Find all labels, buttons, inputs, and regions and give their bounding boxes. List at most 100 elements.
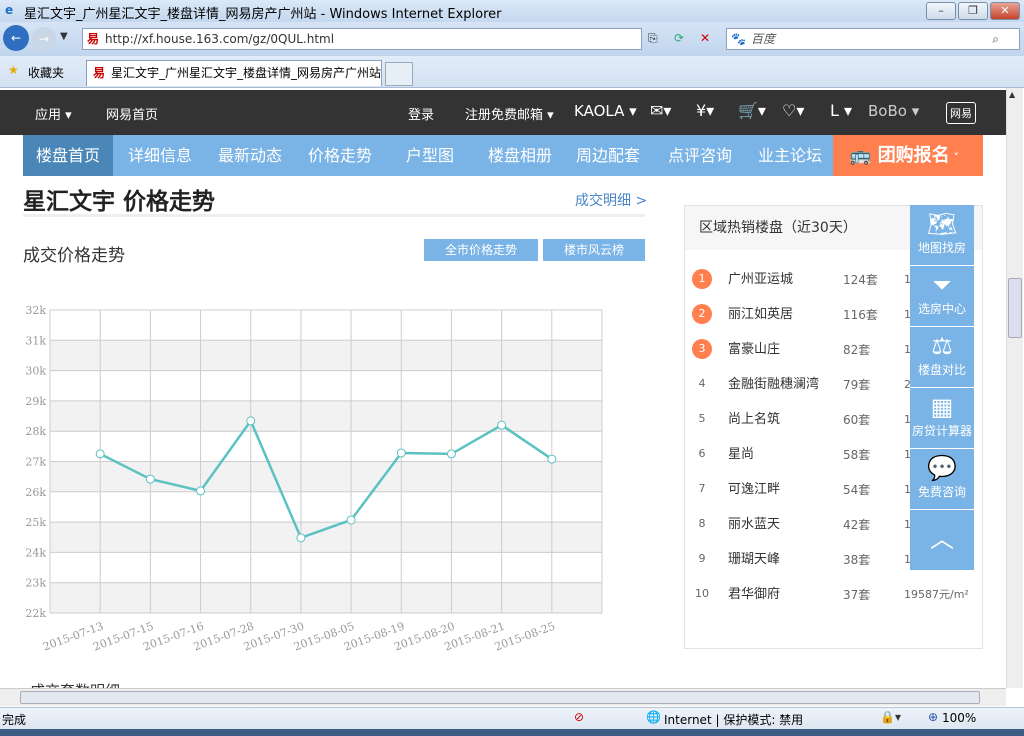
minimize-button[interactable]: – [926,2,956,20]
float-label: 选房中心 [917,302,966,316]
data-point [396,448,406,458]
group-buy-button[interactable]: 🚌 团购报名 ˅ [833,135,983,176]
login-link[interactable]: 登录 [408,108,435,123]
nav-item[interactable]: 价格走势 [308,146,373,165]
cart-icon[interactable]: 🛒▾ [738,101,766,120]
window-title: 星汇文宇_广州星汇文宇_楼盘详情_网易房产广州站 - Windows Inter… [24,7,502,22]
chat-icon: 💬 [927,454,957,482]
refresh-icon[interactable]: ⟳ [674,31,685,45]
property-name[interactable]: 珊瑚天峰 [728,552,781,567]
zoom-level[interactable]: 100% [942,711,977,725]
price-line [99,418,553,540]
avg-price: 2 [904,378,911,391]
property-name[interactable]: 富豪山庄 [728,342,781,357]
history-dropdown-icon[interactable]: ▼ [60,31,68,42]
float-label: 楼盘对比 [917,363,966,377]
mail-icon[interactable]: ✉▾ [650,101,672,120]
nav-item[interactable]: 周边配套 [576,146,641,165]
ranking-row[interactable]: 3 富豪山庄 82套 1 [685,335,984,365]
float-funnel-button[interactable]: ⏷ 选房中心 [910,266,974,326]
close-button[interactable]: ✕ [990,2,1020,20]
property-name[interactable]: 可逸江畔 [728,482,781,497]
property-name[interactable]: 丽江如英居 [728,307,794,322]
data-point [446,449,456,459]
maximize-button[interactable]: ❐ [958,2,988,20]
browser-tab[interactable]: 易星汇文宇_广州星汇文宇_楼盘详情_网易房产广州站 [86,60,382,86]
new-tab-button[interactable] [385,62,413,86]
property-name[interactable]: 广州亚运城 [728,272,794,287]
avg-price: 1 [904,448,911,461]
property-name[interactable]: 星尚 [728,447,755,462]
vertical-scrollbar[interactable]: ▲ [1006,88,1023,688]
property-name[interactable]: 金融街融穗澜湾 [728,377,820,392]
property-name[interactable]: 君华御府 [728,587,781,602]
scroll-up-arrow[interactable]: ▲ [1009,90,1016,99]
nav-item[interactable]: 业主论坛 [758,146,823,165]
mobile-icon[interactable]: 网易 [946,102,976,124]
kaola-link[interactable]: KAOLA ▾ [574,102,637,120]
back-button[interactable]: ← [3,25,29,51]
nav-item[interactable]: 楼盘首页 [23,135,114,176]
protected-mode-icon[interactable]: 🔒▾ [880,710,901,724]
ranking-row[interactable]: 6 星尚 58套 1 [685,440,984,470]
avg-price: 1 [904,518,911,531]
sales-count: 38套 [843,553,871,567]
hscroll-thumb[interactable] [20,691,980,704]
float-chat-button[interactable]: 💬 免费咨询 [910,449,974,509]
float-label: 地图找房 [917,241,966,255]
compat-view-icon[interactable]: ⎘ [648,31,658,45]
ranking-row[interactable]: 1 广州亚运城 124套 1 [685,265,984,295]
calculator-icon: ▦ [930,393,954,421]
data-point [497,420,507,430]
apps-menu[interactable]: 应用 ▾ [35,108,72,123]
avg-price: 1 [904,483,911,496]
float-back-to-top-button[interactable]: ︿ [910,510,974,570]
float-scale-button[interactable]: ⚖ 楼盘对比 [910,327,974,387]
rank-number: 6 [698,447,706,460]
float-calculator-button[interactable]: ▦ 房贷计算器 [910,388,974,448]
scrollbar-thumb[interactable] [1008,278,1022,338]
page-title: 星汇文宇 价格走势 [23,189,216,215]
market-ranking-button[interactable]: 楼市风云榜 [543,239,645,261]
property-name[interactable]: 丽水蓝天 [728,517,781,532]
l-link[interactable]: L ▾ [830,101,853,120]
deal-detail-link[interactable]: 成交明细 > [575,193,648,209]
search-icon[interactable]: ⌕ [992,32,999,46]
search-placeholder: 百度 [751,32,776,46]
netease-home-link[interactable]: 网易首页 [106,108,159,123]
y-tick-label: 31k [25,334,46,347]
property-name[interactable]: 尚上名筑 [728,412,781,427]
nav-item[interactable]: 点评咨询 [668,146,733,165]
search-input[interactable]: 🐾 百度 ⌕ [726,28,1020,50]
stop-icon[interactable]: ✕ [700,31,711,45]
nav-item[interactable]: 户型图 [406,146,455,165]
popup-blocker-icon[interactable]: ⊘ [574,710,585,724]
ranking-row[interactable]: 4 金融街融穗澜湾 79套 2 [685,370,984,400]
address-bar[interactable]: 易 http://xf.house.163.com/gz/0QUL.html [82,28,642,50]
ranking-row[interactable]: 8 丽水蓝天 42套 1 [685,510,984,540]
forward-button[interactable]: → [32,27,56,51]
rank-number: 8 [698,517,706,530]
ranking-row[interactable]: 10 君华御府 37套 19587元/m² [685,580,984,610]
y-tick-label: 25k [25,516,46,529]
ranking-row[interactable]: 2 丽江如英居 116套 1 [685,300,984,330]
love-icon[interactable]: ♡▾ [782,101,805,120]
float-label: 房贷计算器 [911,424,972,438]
group-buy-label: 团购报名 [877,145,950,166]
ranking-row[interactable]: 5 尚上名筑 60套 1 [685,405,984,435]
nav-item[interactable]: 楼盘相册 [488,146,553,165]
bobo-link[interactable]: BoBo ▾ [868,102,920,120]
nav-item[interactable]: 最新动态 [218,146,283,165]
ranking-row[interactable]: 7 可逸江畔 54套 1 [685,475,984,505]
register-mail-link[interactable]: 注册免费邮箱 ▾ [465,108,554,123]
sales-count: 124套 [843,273,878,287]
data-point [145,474,155,484]
yen-icon[interactable]: ¥▾ [696,101,715,120]
nav-item[interactable]: 详细信息 [128,146,193,165]
city-price-trend-button[interactable]: 全市价格走势 [424,239,538,261]
horizontal-scrollbar[interactable] [0,688,1006,706]
favorites-button[interactable]: 收藏夹 [28,66,65,80]
zoom-icon[interactable]: ⊕ [928,710,939,724]
float-map-button[interactable]: 🗺 地图找房 [910,205,974,265]
security-zone[interactable]: Internet | 保护模式: 禁用 [664,713,804,727]
